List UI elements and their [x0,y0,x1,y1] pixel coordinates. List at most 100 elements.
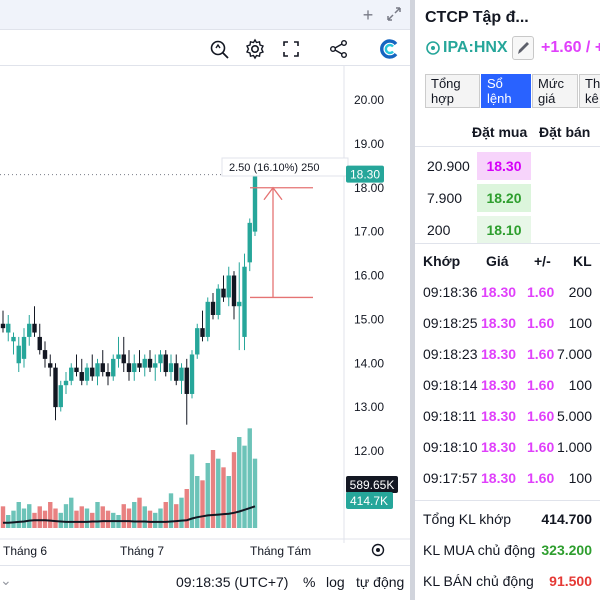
volume-bar [147,510,153,528]
orderbook-row[interactable]: 200 18.10 [415,216,600,244]
y-tick-label: 13.00 [354,400,384,414]
trade-volume: 100 [568,470,592,486]
price-chart[interactable]: 20.00 19.00 18.00 17.00 16.00 15.00 14.00 13.00… [0,66,410,565]
volume-bar [231,452,237,528]
volume-bar [6,515,11,528]
candle-body [189,354,195,394]
trade-time: 09:18:14 [423,377,478,393]
tab-price-levels[interactable]: Mức giá [532,74,578,108]
candle-body [247,222,252,263]
total-label: KL BÁN chủ động [423,573,534,589]
tab-summary[interactable]: Tổng hợp [425,74,480,108]
trade-change: 1.60 [527,284,555,300]
trade-price: 18.30 [481,346,517,362]
auto-toggle[interactable]: tự động [356,574,405,590]
zoom-icon[interactable] [207,37,231,61]
volume-bar [90,512,95,528]
volume-bar [200,480,205,528]
clock-readout: 09:18:35 (UTC+7) [176,574,289,590]
volume-bar [21,508,27,528]
candle-body [158,354,163,364]
volume-bar [53,508,58,528]
logo-icon[interactable] [378,37,402,61]
volume-bar [174,504,179,528]
candle-body [0,323,6,329]
total-value: 323.200 [541,542,592,558]
volume-bar [252,458,258,528]
tab-summary-line1: Tổng [431,76,461,91]
volume-bar [16,502,21,528]
pane-divider[interactable] [410,0,415,600]
candle-body [42,350,48,359]
tab-stats[interactable]: Th kê [579,74,600,108]
target-icon [425,40,441,61]
volume-bar [48,502,53,528]
candle-body [132,363,137,373]
percent-toggle[interactable]: % [303,574,316,590]
scroll-left-icon[interactable]: ⌄ [0,572,12,588]
candle-body [111,358,116,377]
share-icon[interactable] [327,37,351,61]
tab-summary-line2: hợp [431,91,454,106]
y-tick-label: 17.00 [354,225,384,239]
orderbook-row[interactable]: 7.900 18.20 [415,184,600,212]
total-value: 91.500 [549,573,592,589]
volume-bar [63,504,69,528]
candle-body [16,345,21,364]
trade-price: 18.30 [481,315,517,331]
candle-body [27,323,32,337]
log-toggle[interactable]: log [326,574,345,590]
orderbook-bid-price[interactable]: 18.10 [477,216,531,244]
total-label: Tổng KL khớp [423,511,512,527]
axis-settings-icon-dot [376,548,380,552]
expand-icon[interactable] [384,5,404,25]
trade-volume: 7.000 [556,346,592,362]
orderbook-row[interactable]: 20.900 18.30 [415,152,600,180]
divider [415,500,600,501]
y-tick-label: 12.00 [354,444,384,458]
volume-bar [184,489,189,528]
total-label: KL MUA chủ động [423,542,536,558]
y-tick-label: 20.00 [354,93,384,107]
pencil-icon[interactable] [512,36,534,60]
trade-row: 09:18:11 18.30 1.60 5.000 [415,400,600,431]
trade-volume: 100 [568,377,592,393]
candle-body [6,323,11,333]
volume-bar [37,506,42,528]
volume-bar [205,463,210,528]
gear-icon[interactable] [243,37,267,61]
plus-icon[interactable]: + [362,5,374,25]
candle-body [226,275,231,298]
orderbook-bid-price[interactable]: 18.20 [477,184,531,212]
candle-body [48,363,53,368]
x-tick-label: Tháng 7 [120,544,164,558]
divider [415,243,600,244]
candle-body [100,363,105,373]
trade-change: 1.60 [527,315,555,331]
volume-bar [142,506,147,528]
volume-bar [189,454,195,528]
candle-body [105,372,111,377]
orderbook-bid-price[interactable]: 18.30 [477,152,531,180]
volume-bar [79,506,84,528]
trades-volume-header: KL [573,253,592,269]
trades-change-header: +/- [534,253,551,269]
axis-settings-icon[interactable] [371,543,385,557]
candle-body [147,358,153,368]
candle-body [21,336,27,359]
y-tick-label: 16.00 [354,269,384,283]
volume-bar [216,458,221,528]
fullscreen-icon[interactable] [279,37,303,61]
candle-body [95,363,100,377]
volume-bar [153,512,158,528]
volume-bar [27,504,32,528]
volume-bar [168,493,174,528]
tab-orderbook[interactable]: Sổ lệnh [481,74,531,108]
chart-top-strip: + [0,0,410,30]
candle-body [242,266,247,337]
orderbook-bid-header: Đặt mua [472,124,528,140]
volume-bar [69,497,74,528]
trade-price: 18.30 [481,439,517,455]
volume-bar [195,476,200,528]
trade-price: 18.30 [481,408,517,424]
